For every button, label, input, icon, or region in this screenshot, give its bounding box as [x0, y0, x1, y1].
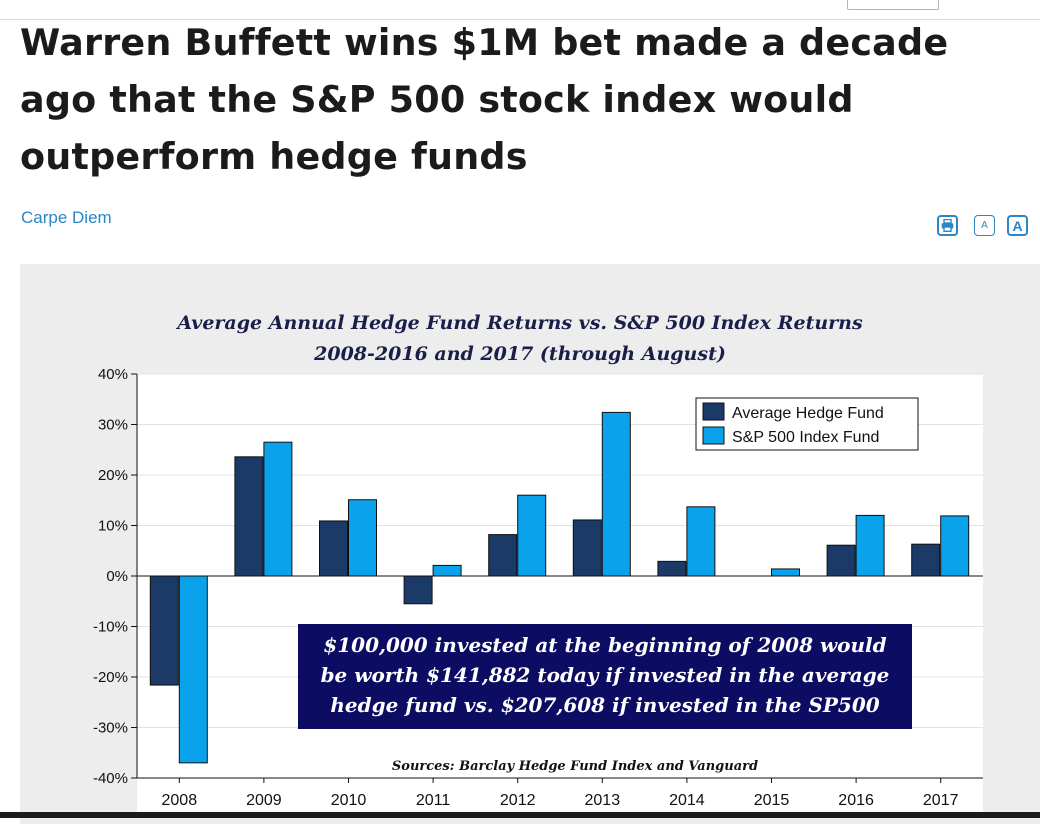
legend-label-sp500: S&P 500 Index Fund — [732, 429, 879, 446]
y-tick-label: -20% — [93, 669, 128, 686]
x-tick-label-2017: 2017 — [923, 792, 959, 809]
x-tick-label-2014: 2014 — [669, 792, 705, 809]
chart-title-line1: Average Annual Hedge Fund Returns vs. S&… — [177, 312, 863, 334]
bar-sp500-2009 — [263, 441, 293, 577]
search-box[interactable] — [847, 0, 939, 10]
font-decrease-label: A — [981, 220, 988, 231]
bar-sp500-2011 — [432, 564, 462, 577]
bottom-edge-bar — [0, 812, 1040, 818]
bar-sp500-2010 — [348, 499, 377, 577]
x-tick-label-2013: 2013 — [585, 792, 621, 809]
bar-hedge-2010 — [319, 520, 348, 577]
x-tick-label-2012: 2012 — [500, 792, 536, 809]
bar-hedge-2017 — [911, 543, 941, 577]
printer-icon — [941, 219, 954, 232]
bar-hedge-2008 — [149, 575, 179, 686]
x-tick-label-2011: 2011 — [416, 792, 451, 809]
font-decrease-button[interactable]: A — [974, 215, 995, 236]
y-tick-label: -10% — [93, 619, 128, 636]
bar-sp500-2014 — [686, 506, 716, 577]
bar-hedge-2014 — [657, 560, 687, 577]
x-tick-label-2008: 2008 — [162, 792, 198, 809]
print-button[interactable] — [937, 215, 958, 236]
bar-sp500-2015 — [771, 568, 800, 577]
chart-legend: Average Hedge Fund S&P 500 Index Fund — [695, 397, 919, 451]
author-link[interactable]: Carpe Diem — [21, 208, 112, 227]
bar-sp500-2017 — [940, 515, 970, 577]
bar-sp500-2008 — [178, 575, 208, 764]
y-tick-label: -40% — [93, 770, 128, 787]
article-title: Warren Buffett wins $1M bet made a decad… — [20, 21, 949, 178]
callout-line-3: hedge fund vs. $207,608 if invested in t… — [330, 693, 879, 717]
bar-hedge-2009 — [234, 456, 264, 577]
chart-callout: $100,000 invested at the beginning of 20… — [298, 624, 912, 729]
x-tick-label-2016: 2016 — [838, 792, 874, 809]
chart-title-line2: 2008-2016 and 2017 (through August) — [314, 343, 726, 365]
y-tick-label: 30% — [98, 417, 128, 434]
y-tick-label: 10% — [98, 518, 128, 535]
y-tick-label: 20% — [98, 467, 128, 484]
y-tick-label: -30% — [93, 720, 128, 737]
bar-hedge-2016 — [826, 544, 856, 577]
legend-swatch-hedge — [702, 402, 725, 421]
font-increase-label: A — [1012, 217, 1023, 234]
legend-label-hedge: Average Hedge Fund — [732, 405, 884, 422]
legend-swatch-sp500 — [702, 426, 725, 445]
callout-line-1: $100,000 invested at the beginning of 20… — [323, 633, 886, 657]
x-tick-label-2010: 2010 — [331, 792, 367, 809]
y-tick-label: 0% — [106, 568, 128, 585]
bar-sp500-2012 — [517, 494, 547, 577]
callout-line-2: be worth $141,882 today if invested in t… — [321, 663, 890, 687]
x-tick-label-2015: 2015 — [754, 792, 790, 809]
bar-sp500-2016 — [855, 514, 885, 577]
top-nav-bar — [0, 0, 1040, 20]
bar-hedge-2011 — [403, 575, 433, 605]
bar-sp500-2013 — [601, 411, 631, 577]
y-tick-label: 40% — [98, 366, 128, 383]
x-tick-label-2009: 2009 — [246, 792, 282, 809]
font-increase-button[interactable]: A — [1007, 215, 1028, 236]
chart-source-note: Sources: Barclay Hedge Fund Index and Va… — [392, 759, 758, 774]
bar-hedge-2012 — [488, 534, 518, 577]
bar-hedge-2013 — [572, 519, 602, 577]
